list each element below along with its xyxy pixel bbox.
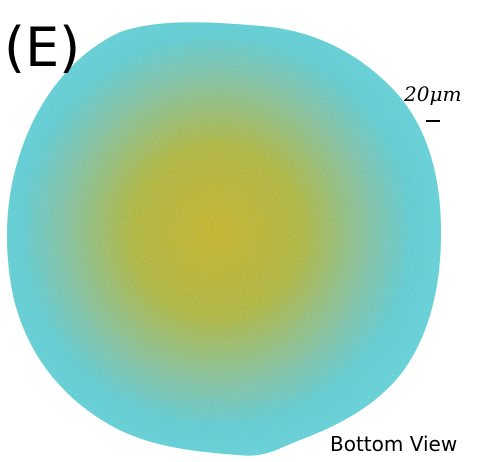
page: (E) 20μm Bottom View (() => { const data… [0,0,502,462]
panel-label: (E) [4,16,80,79]
figure-panel: (E) 20μm Bottom View [0,0,502,462]
caption: Bottom View [330,432,457,456]
scale-bar-label: 20μm [403,82,461,106]
